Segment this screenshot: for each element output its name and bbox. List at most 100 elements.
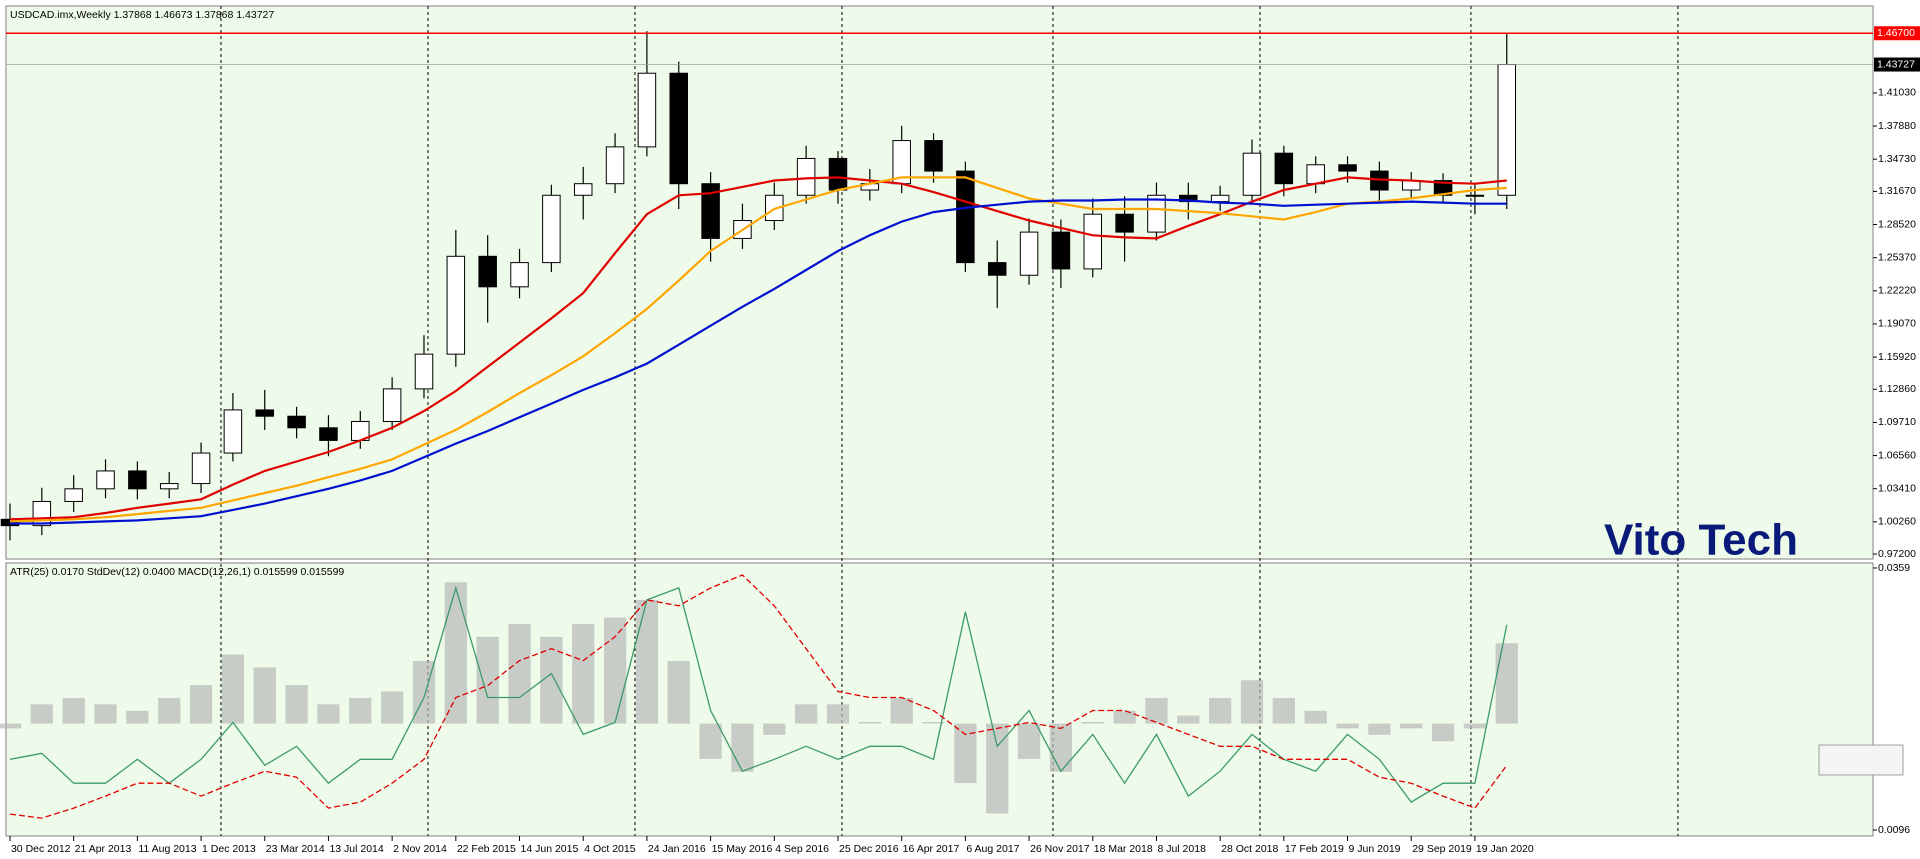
macd-bar — [986, 723, 1009, 814]
y-tick-label: 0.0359 — [1878, 562, 1910, 574]
macd-bar — [826, 704, 850, 724]
candle-body — [701, 183, 720, 239]
y-tick-label: 1.09710 — [1878, 416, 1916, 428]
macd-bar — [126, 710, 149, 724]
candle-body — [1338, 164, 1357, 172]
candle-body — [542, 194, 561, 264]
y-tick-label: 0.97200 — [1878, 548, 1916, 560]
macd-bar — [1304, 710, 1327, 724]
indicator-pane — [5, 562, 1874, 837]
y-tick-label: 1.34730 — [1878, 153, 1916, 165]
macd-bar — [1049, 723, 1073, 772]
macd-bar — [1400, 723, 1423, 729]
x-tick-label: 4 Sep 2016 — [775, 843, 829, 855]
candle-body — [1147, 194, 1166, 233]
y-tick-label: 1.41030 — [1878, 87, 1916, 99]
pane-title: ATR(25) 0.0170 StdDev(12) 0.0400 MACD(12… — [10, 566, 344, 578]
candle-body — [987, 262, 1007, 276]
candle-body — [1242, 152, 1262, 196]
text-layer: USDCAD.imx,Weekly 1.37868 1.46673 1.3786… — [10, 9, 1920, 855]
x-tick-label: 2 Nov 2014 — [393, 843, 447, 855]
y-tick-label: 0.0096 — [1878, 824, 1910, 836]
candle-body — [1274, 152, 1294, 185]
macd-bar — [253, 667, 276, 724]
candle-body — [1306, 164, 1325, 185]
price-pane — [5, 5, 1874, 560]
candle-body — [1083, 213, 1103, 270]
macd-bar — [572, 624, 595, 724]
macd-bar — [1209, 697, 1232, 724]
candle-body — [478, 255, 497, 288]
macd-bar — [858, 721, 881, 724]
candle-body — [223, 409, 243, 454]
marks-layer — [0, 31, 1873, 819]
candle-body — [924, 140, 943, 172]
moving-average — [10, 198, 1507, 525]
level-label: 1.46700 — [1877, 27, 1915, 39]
candle-body — [669, 72, 689, 185]
y-tick-label: 1.22220 — [1878, 285, 1916, 297]
macd-bar — [1272, 697, 1295, 724]
macd-bar — [1081, 721, 1104, 724]
candle-body — [287, 415, 306, 429]
macd-bar — [763, 723, 786, 735]
macd-bar — [94, 704, 117, 724]
x-tick-label: 16 Apr 2017 — [903, 843, 960, 855]
y-tick-label: 1.25370 — [1878, 251, 1916, 263]
moving-average — [9, 176, 1507, 521]
x-tick-label: 22 Feb 2015 — [457, 843, 516, 855]
macd-bar — [731, 723, 754, 772]
macd-bar — [221, 654, 245, 724]
y-tick-label: 1.00260 — [1878, 516, 1916, 528]
pane-title: USDCAD.imx,Weekly 1.37868 1.46673 1.3786… — [10, 9, 274, 21]
last-price-label: 1.43727 — [1877, 58, 1915, 70]
candle-body — [828, 157, 848, 191]
y-tick-label: 1.28520 — [1878, 218, 1916, 230]
macd-bar — [954, 723, 977, 784]
macd-bar — [1113, 710, 1136, 724]
candle-body — [1051, 231, 1071, 270]
x-tick-label: 15 May 2016 — [712, 843, 773, 855]
macd-bar — [444, 582, 467, 724]
candle-body — [382, 388, 402, 422]
macd-bar — [794, 704, 818, 724]
y-tick-label: 1.15920 — [1878, 351, 1916, 363]
y-tick-label: 1.03410 — [1878, 482, 1916, 494]
candle-body — [128, 470, 147, 490]
moving-average — [9, 176, 1507, 523]
candle-body — [796, 157, 816, 196]
atr-line — [9, 574, 1508, 819]
x-tick-label: 25 Dec 2016 — [839, 843, 899, 855]
y-tick-label: 1.37880 — [1878, 120, 1916, 132]
x-tick-label: 23 Mar 2014 — [266, 843, 325, 855]
toolbar-widget[interactable] — [1818, 744, 1904, 776]
candle-body — [573, 183, 593, 196]
macd-bar — [1336, 723, 1359, 729]
macd-bar — [62, 697, 85, 724]
candle-body — [159, 483, 179, 490]
macd-bar — [380, 691, 404, 724]
macd-bar — [667, 660, 690, 724]
macd-bar — [1145, 697, 1168, 724]
macd-bar — [30, 704, 53, 724]
macd-bar — [0, 723, 22, 729]
x-tick-label: 8 Jul 2018 — [1157, 843, 1206, 855]
macd-bar — [285, 685, 308, 724]
x-tick-label: 9 Jun 2019 — [1349, 843, 1401, 855]
x-tick-label: 28 Oct 2018 — [1221, 843, 1278, 855]
x-tick-label: 11 Aug 2013 — [138, 843, 196, 855]
x-tick-label: 19 Jan 2020 — [1476, 843, 1534, 855]
candle-body — [255, 409, 275, 417]
macd-bar — [603, 617, 627, 724]
candle-body — [1115, 213, 1134, 233]
candle-body — [191, 452, 211, 485]
y-tick-label: 1.06560 — [1878, 449, 1916, 461]
candle-body — [1019, 231, 1039, 276]
candle-body — [96, 470, 115, 490]
x-tick-label: 13 Jul 2014 — [329, 843, 383, 855]
candle-body — [637, 72, 657, 148]
x-tick-label: 4 Oct 2015 — [584, 843, 636, 855]
candle-body — [414, 353, 434, 390]
